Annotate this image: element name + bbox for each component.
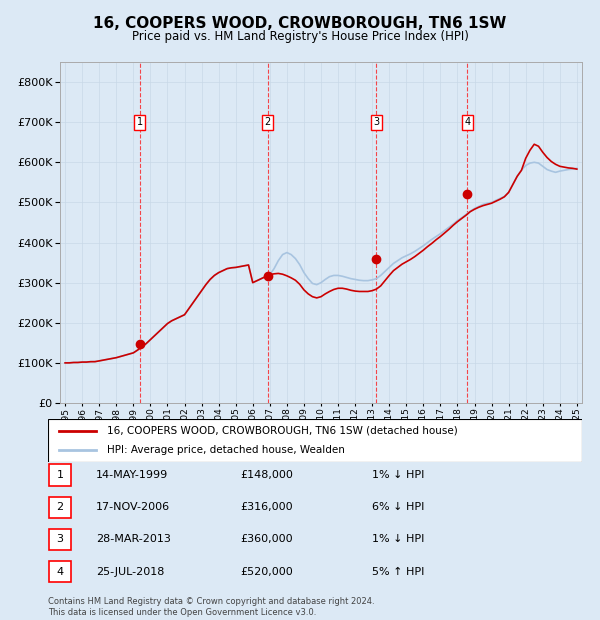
Text: 3: 3 xyxy=(56,534,64,544)
Text: 16, COOPERS WOOD, CROWBOROUGH, TN6 1SW: 16, COOPERS WOOD, CROWBOROUGH, TN6 1SW xyxy=(94,16,506,30)
Text: HPI: Average price, detached house, Wealden: HPI: Average price, detached house, Weal… xyxy=(107,445,344,454)
Text: 5% ↑ HPI: 5% ↑ HPI xyxy=(372,567,424,577)
Text: £148,000: £148,000 xyxy=(240,470,293,480)
Text: 2: 2 xyxy=(265,117,271,127)
Text: £360,000: £360,000 xyxy=(240,534,293,544)
Text: 3: 3 xyxy=(373,117,379,127)
Text: 1% ↓ HPI: 1% ↓ HPI xyxy=(372,470,424,480)
Text: 4: 4 xyxy=(56,567,64,577)
Text: Price paid vs. HM Land Registry's House Price Index (HPI): Price paid vs. HM Land Registry's House … xyxy=(131,30,469,43)
Text: 16, COOPERS WOOD, CROWBOROUGH, TN6 1SW (detached house): 16, COOPERS WOOD, CROWBOROUGH, TN6 1SW (… xyxy=(107,426,457,436)
Text: 1: 1 xyxy=(137,117,143,127)
Text: £316,000: £316,000 xyxy=(240,502,293,512)
Text: 28-MAR-2013: 28-MAR-2013 xyxy=(96,534,171,544)
Text: 1: 1 xyxy=(56,470,64,480)
Text: 2: 2 xyxy=(56,502,64,512)
Text: 1% ↓ HPI: 1% ↓ HPI xyxy=(372,534,424,544)
Text: £520,000: £520,000 xyxy=(240,567,293,577)
Text: 17-NOV-2006: 17-NOV-2006 xyxy=(96,502,170,512)
Text: 6% ↓ HPI: 6% ↓ HPI xyxy=(372,502,424,512)
Text: 25-JUL-2018: 25-JUL-2018 xyxy=(96,567,164,577)
Text: Contains HM Land Registry data © Crown copyright and database right 2024.
This d: Contains HM Land Registry data © Crown c… xyxy=(48,598,374,617)
Text: 14-MAY-1999: 14-MAY-1999 xyxy=(96,470,168,480)
Text: 4: 4 xyxy=(464,117,470,127)
